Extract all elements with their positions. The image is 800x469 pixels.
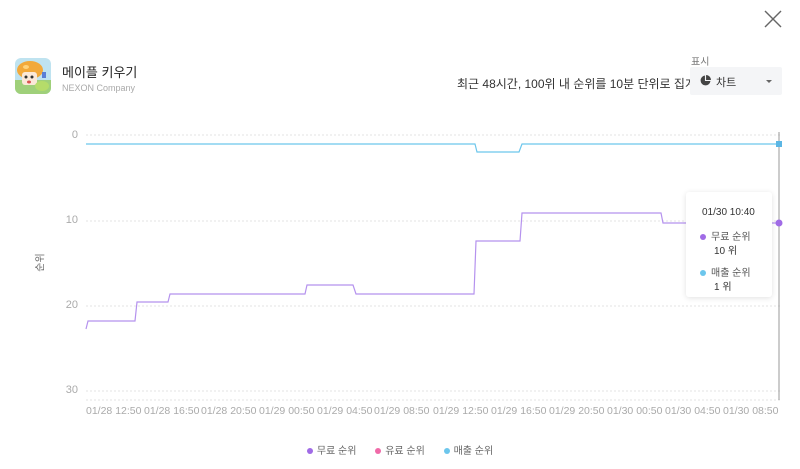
series-free-rank [85, 212, 779, 330]
tooltip-row-revenue: 매출 순위 [700, 264, 751, 279]
aggregation-summary: 최근 48시간, 100위 내 순위를 10분 단위로 집계 [457, 77, 696, 91]
y-tick: 10 [65, 214, 78, 226]
x-tick: 01/29 16:50 [491, 405, 547, 417]
dot-icon [375, 448, 382, 455]
tooltip-row-free: 무료 순위 [700, 228, 751, 243]
tooltip-value-free: 10 위 [714, 246, 738, 257]
tooltip-value-revenue: 1 위 [714, 282, 732, 293]
x-tick: 01/30 00:50 [607, 405, 663, 417]
y-tick: 30 [65, 384, 78, 396]
free-rank-marker [775, 219, 783, 227]
x-tick: 01/28 12:50 [86, 405, 142, 417]
x-tick: 01/29 08:50 [374, 405, 430, 417]
chart-legend: 무료 순위 유료 순위 매출 순위 [0, 442, 800, 457]
x-tick: 01/29 04:50 [317, 405, 373, 417]
x-tick: 01/29 20:50 [549, 405, 605, 417]
x-tick: 01/28 16:50 [144, 405, 200, 417]
legend-item-paid-rank[interactable]: 유료 순위 [375, 442, 425, 457]
x-tick: 01/28 20:50 [201, 405, 257, 417]
y-tick: 0 [71, 129, 78, 141]
dot-icon [700, 234, 706, 241]
legend-item-free-rank[interactable]: 무료 순위 [306, 442, 356, 457]
series-revenue-rank [86, 143, 779, 153]
app-icon [15, 58, 51, 94]
x-tick: 01/29 00:50 [259, 405, 315, 417]
x-tick: 01/29 12:50 [433, 405, 489, 417]
pie-chart-icon [700, 75, 711, 86]
legend-item-revenue-rank[interactable]: 매출 순위 [443, 442, 493, 457]
dot-icon [700, 270, 706, 277]
display-label: 표시 [691, 57, 710, 68]
x-tick: 01/30 04:50 [665, 405, 721, 417]
tooltip-time: 01/30 10:40 [702, 207, 755, 218]
chart-tooltip: 01/30 10:40 무료 순위 10 위 매출 순위 1 위 [686, 192, 772, 297]
y-tick: 20 [65, 299, 78, 311]
display-mode-value: 차트 [716, 77, 737, 89]
close-icon [764, 10, 782, 28]
app-name: 메이플 키우기 [62, 65, 138, 80]
revenue-rank-marker [776, 141, 782, 147]
display-mode-select[interactable]: 차트 [690, 67, 782, 95]
app-company: NEXON Company [62, 83, 136, 93]
chevron-down-icon [766, 80, 772, 83]
close-button[interactable] [762, 8, 784, 30]
gridlines [86, 134, 780, 401]
dot-icon [443, 448, 450, 455]
dot-icon [306, 448, 313, 455]
x-tick: 01/30 08:50 [723, 405, 779, 417]
